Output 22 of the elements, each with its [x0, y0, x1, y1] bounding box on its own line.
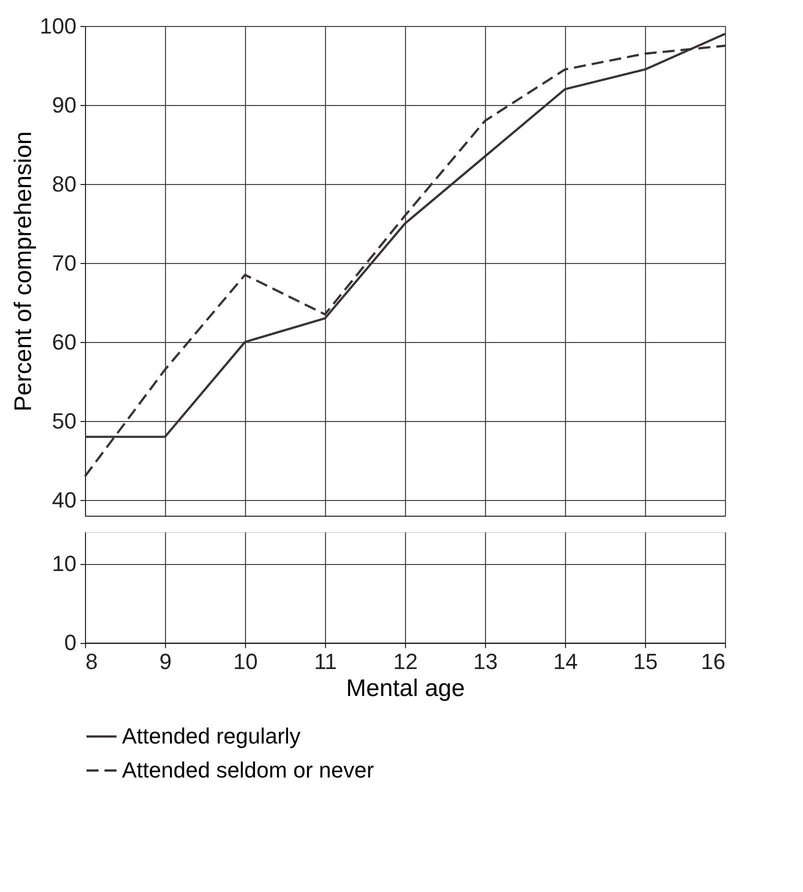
y-tick-label: 10: [52, 551, 76, 576]
x-tick-label: 15: [633, 649, 658, 674]
x-tick-label: 9: [159, 649, 172, 674]
y-tick-label: 0: [64, 630, 76, 656]
x-tick-label: 16: [701, 649, 726, 674]
x-tick-label: 13: [473, 649, 498, 674]
y-tick-label: 100: [40, 14, 76, 38]
y-axis-title: Percent of comprehension: [10, 131, 37, 412]
y-tick-label: 60: [52, 330, 76, 354]
x-tick-label: 14: [553, 649, 578, 674]
x-tick-label: 12: [393, 649, 418, 674]
legend-label: Attended regularly: [122, 724, 301, 748]
x-axis-title: Mental age: [346, 675, 465, 702]
legend-label: Attended seldom or never: [122, 758, 374, 782]
y-tick-label: 90: [52, 92, 76, 118]
x-tick-label: 10: [233, 649, 258, 674]
y-tick-label: 40: [52, 488, 76, 512]
y-tick-label: 80: [52, 172, 76, 196]
y-tick-label: 70: [52, 250, 76, 276]
x-tick-label: 8: [86, 649, 98, 674]
x-tick-label: 11: [314, 649, 337, 674]
y-tick-label: 50: [52, 408, 76, 434]
